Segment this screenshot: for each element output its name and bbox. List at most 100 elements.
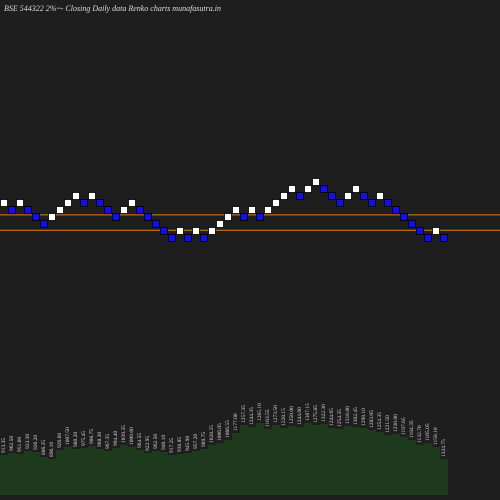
volume-bar [280, 428, 288, 495]
volume-bar [64, 447, 72, 495]
price-label: 1177.00 [233, 413, 239, 431]
renko-brick [0, 199, 8, 207]
price-label: 1000.00 [129, 427, 135, 445]
price-label: 967.35 [105, 434, 111, 449]
renko-brick [408, 220, 416, 228]
price-label: 1221.50 [385, 415, 391, 433]
renko-brick [232, 206, 240, 214]
price-label: 922.95 [145, 436, 151, 451]
volume-bar [32, 452, 40, 495]
volume-bar [328, 428, 336, 495]
volume-bar [136, 450, 144, 495]
volume-bar [304, 423, 312, 495]
volume-bar [232, 433, 240, 495]
renko-brick [96, 199, 104, 207]
volume-bar [16, 454, 24, 495]
price-label: 962.50 [9, 436, 15, 451]
volume-bar [24, 451, 32, 495]
renko-brick [368, 199, 376, 207]
volume-bar [192, 451, 200, 495]
renko-brick [144, 213, 152, 221]
renko-brick [192, 227, 200, 235]
renko-brick [176, 227, 184, 235]
price-label: 1197.65 [401, 417, 407, 435]
volume-bar [56, 450, 64, 495]
volume-bar [256, 423, 264, 495]
price-label: 1066.55 [225, 420, 231, 438]
price-label: 946.10 [161, 435, 167, 450]
volume-bar [0, 455, 8, 495]
volume-bar [392, 434, 400, 495]
volume-bar [240, 425, 248, 495]
volume-bar [224, 440, 232, 495]
volume-bar [416, 445, 424, 495]
renko-brick [320, 185, 328, 193]
volume-bar [208, 445, 216, 495]
price-label: 1228.15 [281, 408, 287, 426]
renko-brick [56, 206, 64, 214]
volume-bar [152, 451, 160, 495]
renko-brick [200, 234, 208, 242]
renko-brick [416, 227, 424, 235]
price-label: 968.30 [97, 432, 103, 447]
volume-bar [168, 455, 176, 495]
price-label: 1039.35 [121, 425, 127, 443]
volume-bar [344, 426, 352, 495]
price-label: 1158.10 [433, 427, 439, 445]
volume-bar [8, 453, 16, 495]
renko-brick [344, 192, 352, 200]
volume-bar [432, 447, 440, 495]
renko-brick [256, 213, 264, 221]
price-label: 917.25 [169, 438, 175, 453]
renko-brick [40, 220, 48, 228]
chart-title: BSE 544322 2%~- Closing Daily data Renko… [4, 4, 221, 13]
renko-brick [208, 227, 216, 235]
price-label: 1275.85 [313, 405, 319, 423]
renko-brick [288, 185, 296, 193]
volume-bar [88, 446, 96, 495]
volume-bar [184, 453, 192, 495]
price-label: 1007.50 [65, 427, 71, 445]
price-label: 980.20 [73, 432, 79, 447]
price-label: 1165.05 [425, 423, 431, 441]
volume-bar [128, 447, 136, 495]
renko-brick [64, 199, 72, 207]
volume-bar [424, 443, 432, 495]
renko-brick [424, 234, 432, 242]
renko-brick [264, 206, 272, 214]
volume-bar [336, 429, 344, 495]
volume-bar [360, 428, 368, 495]
renko-brick [216, 220, 224, 228]
price-label: 1265.10 [257, 403, 263, 421]
price-label: 986.75 [89, 429, 95, 444]
renko-brick [24, 206, 32, 214]
price-label: 1257.35 [241, 405, 247, 423]
renko-brick [280, 192, 288, 200]
price-label: 896.10 [49, 442, 55, 457]
renko-brick [160, 227, 168, 235]
price-label: 1316.80 [345, 406, 351, 424]
renko-brick [440, 234, 448, 242]
renko-brick [272, 199, 280, 207]
price-label: 1283.05 [369, 410, 375, 428]
price-label: 1254.35 [377, 412, 383, 430]
renko-brick [248, 206, 256, 214]
renko-brick [328, 192, 336, 200]
volume-bar [408, 440, 416, 495]
volume-bar [104, 451, 112, 495]
renko-brick [296, 192, 304, 200]
renko-brick [72, 192, 80, 200]
price-label: 926.20 [33, 435, 39, 450]
price-label: 1298.10 [361, 408, 367, 426]
price-label: 989.75 [201, 432, 207, 447]
volume-bar [288, 426, 296, 495]
renko-brick [168, 234, 176, 242]
renko-brick [336, 199, 344, 207]
renko-brick [104, 206, 112, 214]
price-label: 923.30 [25, 434, 31, 449]
price-label: 1163.55 [265, 409, 271, 427]
price-label: 926.60 [57, 433, 63, 448]
renko-brick [88, 192, 96, 200]
volume-bar [368, 430, 376, 495]
